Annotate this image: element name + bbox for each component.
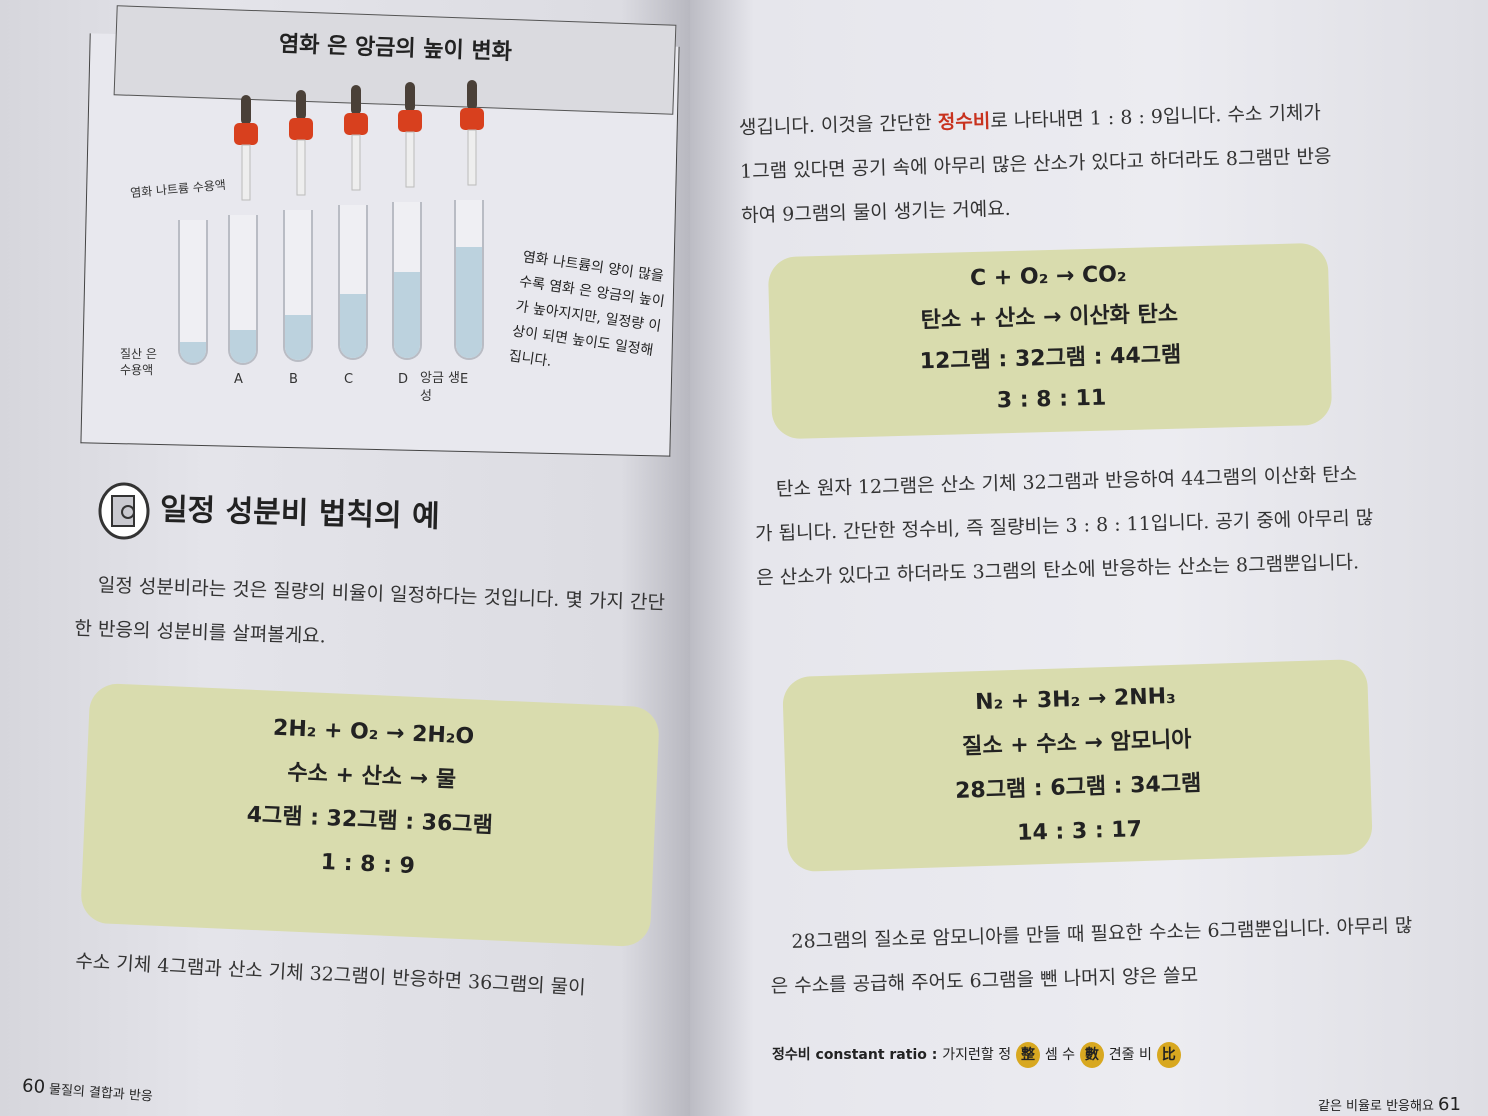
test-tube xyxy=(454,200,484,360)
dropper-icon xyxy=(285,90,313,196)
chapter-title: 같은 비율로 반응해요 xyxy=(1318,1099,1434,1114)
solution-label: 질산 은 수용액 xyxy=(120,347,157,377)
test-tube xyxy=(178,220,208,365)
paragraph: 탄소 원자 12그램은 산소 기체 32그램과 반응하여 44그램의 이산화 탄… xyxy=(754,463,1374,590)
paragraph: 생깁니다. 이것을 간단한 정수비로 나타내면 1 : 8 : 9입니다. 수소… xyxy=(738,90,1341,238)
page-footer: 같은 비율로 반응해요 61 xyxy=(1318,1094,1461,1115)
figure-title: 염화 은 앙금의 높이 변화 xyxy=(278,31,513,66)
liquid-level xyxy=(230,330,256,363)
liquid-level xyxy=(456,247,482,358)
hanja-badge: 數 xyxy=(1079,1042,1104,1068)
chapter-title: 물질의 결합과 반응 xyxy=(48,1082,154,1105)
book-icon xyxy=(98,482,150,540)
dropper-icon xyxy=(230,95,258,201)
liquid-level xyxy=(340,293,366,358)
tube-label: D xyxy=(398,372,409,387)
test-tube xyxy=(283,210,313,362)
section-heading: 일정 성분비 법칙의 예 xyxy=(159,492,441,535)
glossary-part: 가지런할 정 xyxy=(942,1047,1012,1063)
glossary-term: 정수비 constant ratio : xyxy=(772,1047,943,1063)
paragraph: 28그램의 질소로 암모니아를 만들 때 필요한 수소는 6그램뿐입니다. 아무… xyxy=(770,914,1413,998)
tube-label: A xyxy=(234,372,243,387)
paragraph: 일정 성분비라는 것은 질량의 비율이 일정하다는 것입니다. 몇 가지 간단한… xyxy=(74,574,666,648)
equation-box: N₂ + 3H₂ → 2NH₃ 질소 + 수소 → 암모니아 28그램 : 6그… xyxy=(782,658,1373,873)
hanja-badge: 整 xyxy=(1015,1042,1040,1068)
tube-label: E xyxy=(460,372,469,387)
highlight-term: 정수비 xyxy=(937,110,991,134)
glossary-note: 정수비 constant ratio : 가지런할 정 整 셈 수 數 견줄 비… xyxy=(772,1042,1181,1068)
glossary-part: 견줄 비 xyxy=(1108,1047,1152,1063)
right-page: 생깁니다. 이것을 간단한 정수비로 나타내면 1 : 8 : 9입니다. 수소… xyxy=(690,0,1488,1116)
liquid-level xyxy=(285,315,311,360)
page-number: 61 xyxy=(1438,1094,1461,1115)
equation-box: C + O₂ → CO₂ 탄소 + 산소 → 이산화 탄소 12그램 : 32그… xyxy=(767,242,1333,440)
precipitate-label: 앙금 생성 xyxy=(420,371,461,404)
liquid-level xyxy=(180,341,206,363)
dropper-icon xyxy=(394,82,422,188)
tube-label: B xyxy=(289,372,298,387)
dropper-icon xyxy=(340,85,368,191)
tube-label: C xyxy=(344,372,354,387)
equation-box: 2H₂ + O₂ → 2H₂O 수소 + 산소 → 물 4그램 : 32그램 :… xyxy=(80,682,660,948)
figure-caption: 염화 나트륨의 양이 많을수록 염화 은 앙금의 높이가 높아지지만, 일정량 … xyxy=(507,249,666,370)
test-tube xyxy=(228,215,258,365)
test-tube xyxy=(338,205,368,360)
glossary-part: 셈 수 xyxy=(1044,1047,1076,1063)
test-tube xyxy=(392,202,422,360)
dropper-icon xyxy=(456,80,484,186)
liquid-level xyxy=(394,272,420,358)
paragraph: 수소 기체 4그램과 산소 기체 32그램이 반응하면 36그램의 물이 xyxy=(74,950,587,1000)
hanja-badge: 比 xyxy=(1156,1042,1181,1068)
page-footer: 60 물질의 결합과 반응 xyxy=(21,1075,153,1105)
text: 생깁니다. 이것을 간단한 xyxy=(738,111,939,139)
page-number: 60 xyxy=(21,1075,46,1099)
